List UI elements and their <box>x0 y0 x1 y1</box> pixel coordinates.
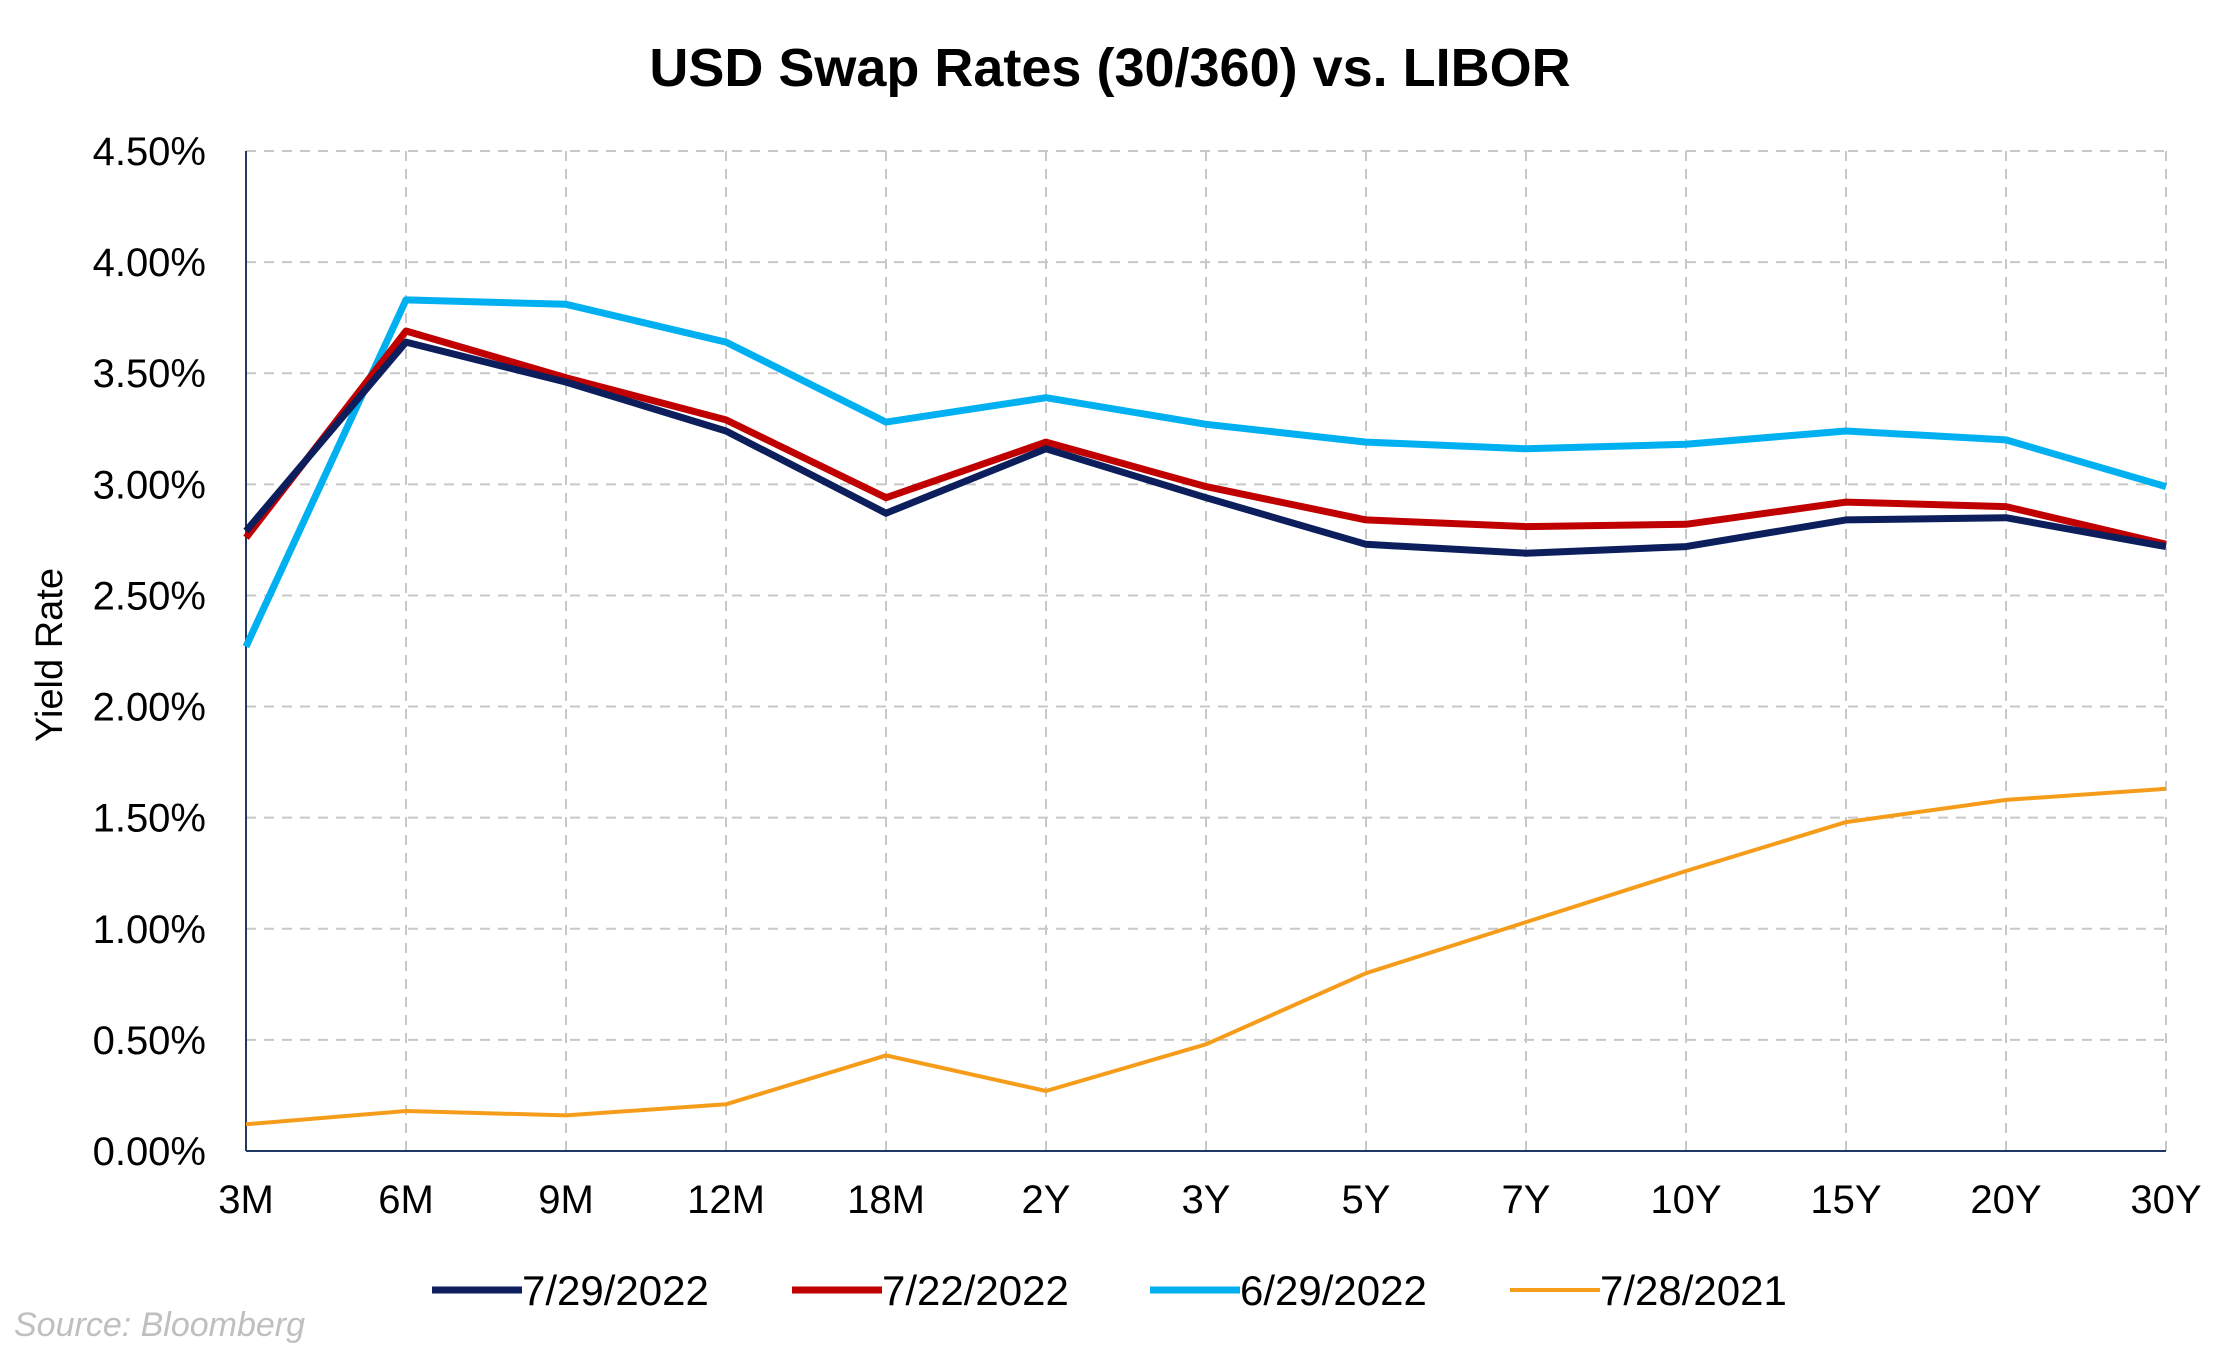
series-layer <box>242 296 2167 1127</box>
y-tick-layer: 0.00% 0.50% 1.00% 1.50% 2.00% 2.50% 3.00% 3.50%… <box>93 130 206 1174</box>
series-line-7-28-2021 <box>245 786 2167 1127</box>
x-tick-label: 3Y <box>1182 1178 1231 1222</box>
x-tick-label: 10Y <box>1650 1178 1721 1222</box>
x-tick-label: 18M <box>847 1178 925 1222</box>
legend-label: 7/22/2022 <box>882 1267 1069 1314</box>
x-tick-label: 12M <box>687 1178 765 1222</box>
x-tick-label: 2Y <box>1022 1178 1071 1222</box>
legend-label: 7/28/2021 <box>1600 1267 1787 1314</box>
x-tick-label: 3M <box>218 1178 274 1222</box>
legend-item: 7/28/2021 <box>1510 1267 1787 1314</box>
y-tick-label: 4.50% <box>93 130 206 174</box>
y-tick-label: 0.00% <box>93 1130 206 1174</box>
y-tick-label: 3.50% <box>93 352 206 396</box>
x-tick-layer: 3M 6M 9M 12M 18M 2Y 3Y 5Y 7Y 10Y 15Y 20Y 30Y <box>218 1178 2201 1222</box>
x-tick-label: 20Y <box>1970 1178 2041 1222</box>
legend-label: 7/29/2022 <box>522 1267 709 1314</box>
y-axis-title: Yield Rate <box>29 568 71 742</box>
y-tick-label: 0.50% <box>93 1019 206 1063</box>
source-note: Source: Bloomberg <box>14 1306 305 1344</box>
x-tick-label: 15Y <box>1810 1178 1881 1222</box>
y-tick-label: 3.00% <box>93 463 206 507</box>
chart-title: USD Swap Rates (30/360) vs. LIBOR <box>649 38 1570 98</box>
legend-item: 7/22/2022 <box>792 1267 1069 1314</box>
legend-item: 6/29/2022 <box>1150 1267 1427 1314</box>
series-line-7-29-2022 <box>243 338 2167 557</box>
series-line-7-22-2022 <box>243 327 2167 548</box>
y-tick-label: 2.50% <box>93 574 206 618</box>
x-tick-label: 5Y <box>1342 1178 1391 1222</box>
legend-item: 7/29/2022 <box>432 1267 709 1314</box>
x-tick-label: 30Y <box>2130 1178 2201 1222</box>
y-tick-label: 2.00% <box>93 686 206 730</box>
legend-label: 6/29/2022 <box>1240 1267 1427 1314</box>
axis-layer <box>245 151 2166 1152</box>
y-tick-label: 1.00% <box>93 908 206 952</box>
y-tick-label: 4.00% <box>93 241 206 285</box>
x-tick-label: 9M <box>538 1178 594 1222</box>
x-tick-label: 6M <box>378 1178 434 1222</box>
legend: 7/29/2022 7/22/2022 6/29/2022 7/28/2021 <box>432 1267 1787 1314</box>
series-line-6-29-2022 <box>242 296 2167 649</box>
x-tick-label: 7Y <box>1502 1178 1551 1222</box>
y-tick-label: 1.50% <box>93 797 206 841</box>
